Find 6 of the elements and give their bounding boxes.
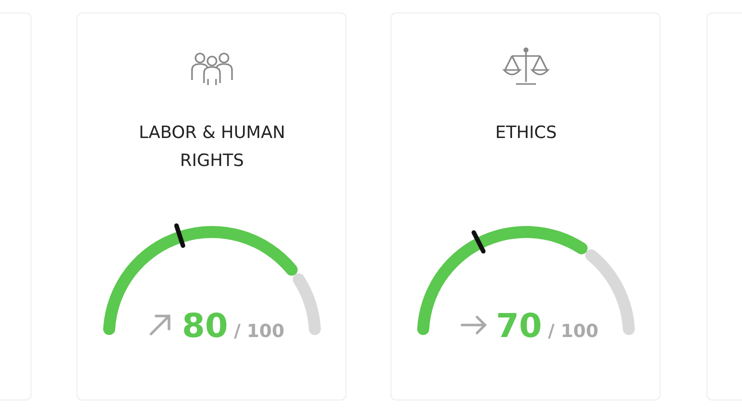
chart-title: LABOR & HUMAN RIGHTS: [138, 123, 286, 171]
text: / 100: [548, 321, 598, 342]
text: 80: [182, 306, 228, 345]
text: 70: [496, 306, 542, 345]
text: / 100: [234, 321, 284, 342]
chart-title: ETHICS: [495, 123, 557, 143]
